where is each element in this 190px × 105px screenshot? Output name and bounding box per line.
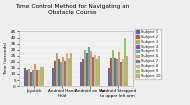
Bar (98, 56, 100, 86)
Bar (110, 58, 112, 86)
Bar (120, 62, 122, 86)
Bar (64, 61, 66, 86)
Bar (118, 52, 120, 86)
Bar (122, 59, 124, 86)
Bar (28, 69, 30, 86)
Y-axis label: Time (seconds): Time (seconds) (5, 42, 9, 75)
Bar (80, 62, 82, 86)
Bar (84, 50, 86, 86)
Bar (40, 67, 42, 86)
Bar (114, 58, 116, 86)
Bar (70, 53, 72, 86)
Bar (32, 70, 34, 86)
Bar (94, 55, 96, 86)
Bar (126, 56, 128, 86)
Bar (112, 50, 114, 86)
Bar (26, 70, 28, 86)
Bar (24, 68, 26, 86)
Bar (56, 53, 58, 86)
Bar (124, 38, 126, 86)
Bar (42, 67, 44, 86)
Bar (34, 64, 36, 86)
Bar (54, 61, 56, 86)
Text: Time Control Method for Navigating an
Obstacle Course: Time Control Method for Navigating an Ob… (15, 4, 129, 15)
Bar (68, 58, 70, 86)
Bar (60, 62, 62, 86)
Bar (86, 53, 88, 86)
Bar (30, 72, 32, 86)
Bar (108, 68, 110, 86)
Bar (116, 59, 118, 86)
Bar (58, 59, 60, 86)
Bar (88, 47, 90, 86)
Bar (38, 70, 40, 86)
Bar (82, 59, 84, 86)
Bar (96, 59, 98, 86)
Bar (36, 70, 38, 86)
Bar (92, 57, 94, 86)
Bar (62, 57, 64, 86)
Bar (66, 53, 68, 86)
Bar (52, 68, 54, 86)
Legend: Subject 1, Subject 2, Subject 3, Subject 4, Subject 5, Subject 6, Subject 7, Sub: Subject 1, Subject 2, Subject 3, Subject… (135, 29, 161, 79)
Bar (90, 51, 92, 86)
